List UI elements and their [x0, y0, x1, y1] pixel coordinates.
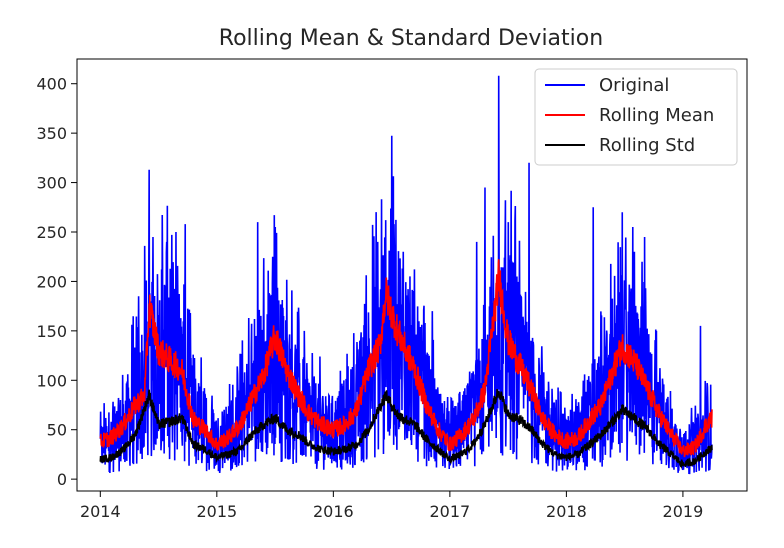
legend: Original Rolling Mean Rolling Std: [534, 68, 738, 166]
series-line-rolling-std: [99, 389, 713, 470]
legend-label-original: Original: [599, 75, 669, 96]
y-tick-label-0: 0: [57, 470, 67, 489]
x-tick-label-2014: 2014: [80, 502, 121, 521]
series-layer: [99, 75, 713, 475]
plot-frame: [76, 58, 748, 492]
legend-label-rolling-std: Rolling Std: [599, 135, 695, 156]
x-tick-label-2018: 2018: [546, 502, 587, 521]
x-tick-label-2019: 2019: [663, 502, 704, 521]
x-tick-label-2016: 2016: [313, 502, 354, 521]
y-tick-label-300: 300: [36, 174, 67, 193]
y-tick-label-400: 400: [36, 75, 67, 94]
legend-box: [534, 68, 738, 166]
x-tick-label-2015: 2015: [196, 502, 237, 521]
y-tick-label-150: 150: [36, 322, 67, 341]
y-tick-label-350: 350: [36, 124, 67, 143]
series-line-rolling-mean: [99, 259, 713, 458]
chart-title: Rolling Mean & Standard Deviation: [219, 26, 603, 51]
y-tick-label-200: 200: [36, 272, 67, 291]
y-tick-label-50: 50: [47, 421, 67, 440]
legend-label-rolling-mean: Rolling Mean: [599, 105, 714, 126]
y-tick-label-250: 250: [36, 223, 67, 242]
y-tick-label-100: 100: [36, 371, 67, 390]
y-axis: 0 50 100 150 200 250 300 350 400: [36, 75, 77, 489]
x-tick-label-2017: 2017: [430, 502, 471, 521]
x-axis: 2014 2015 2016 2017 2018 2019: [80, 491, 703, 521]
